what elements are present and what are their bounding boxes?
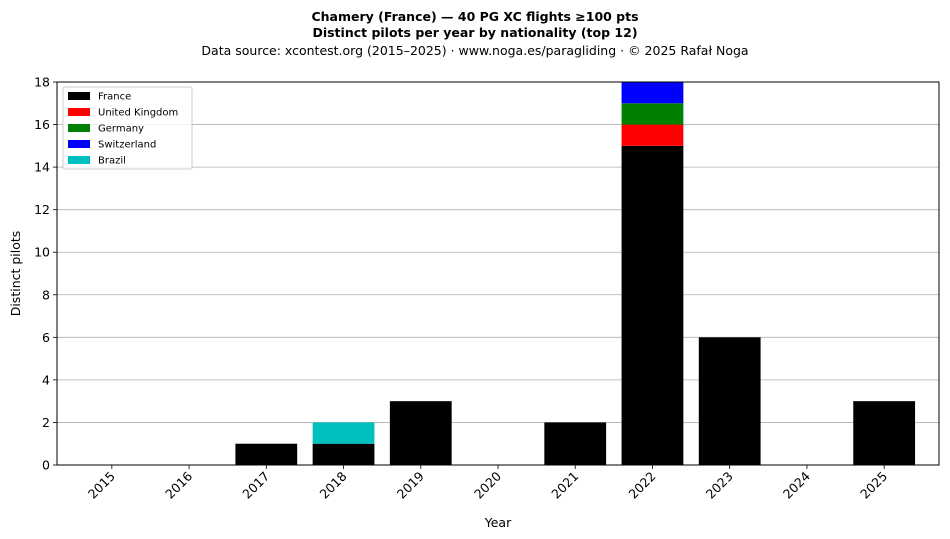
chart-subtitle: Distinct pilots per year by nationality …: [312, 25, 638, 40]
bar-france-2023: [698, 337, 761, 465]
y-tick-label: 14: [34, 160, 50, 175]
y-tick-label: 0: [42, 458, 50, 473]
legend-label: France: [98, 92, 131, 103]
bar-united-kingdom-2022: [621, 124, 684, 146]
legend-swatch: [68, 108, 90, 116]
x-tick-label: 2023: [703, 469, 736, 502]
bar-france-2021: [544, 422, 607, 465]
y-axis: 0 2 4 6 8 10 12 14 16 18: [34, 75, 57, 473]
y-tick-label: 8: [42, 287, 50, 302]
bar-france-2019: [389, 401, 452, 465]
bar-germany-2022: [621, 103, 684, 125]
x-tick-label: 2022: [625, 469, 658, 502]
y-tick-label: 18: [34, 75, 50, 90]
legend: France United Kingdom Germany Switzerland Br…: [62, 86, 193, 170]
x-tick-label: 2024: [780, 468, 813, 501]
legend-label: Brazil: [98, 156, 126, 167]
legend-label: Germany: [98, 124, 144, 135]
x-tick-label: 2025: [857, 469, 890, 502]
bar-france-2017: [235, 443, 298, 465]
y-tick-label: 10: [34, 245, 50, 260]
y-tick-label: 2: [42, 415, 50, 430]
y-tick-label: 4: [42, 372, 50, 387]
x-tick-label: 2020: [471, 468, 504, 501]
chart-source-note: Data source: xcontest.org (2015–2025) · …: [201, 43, 749, 58]
x-tick-label: 2021: [548, 469, 581, 502]
bar-brazil-2018: [312, 422, 375, 444]
chart-title: Chamery (France) — 40 PG XC flights ≥100…: [311, 9, 639, 24]
x-tick-label: 2016: [162, 468, 195, 501]
y-axis-label: Distinct pilots: [8, 231, 23, 317]
y-tick-label: 16: [34, 117, 50, 132]
bar-switzerland-2022: [621, 82, 684, 104]
legend-swatch: [68, 140, 90, 148]
x-tick-label: 2019: [394, 468, 427, 501]
legend-swatch: [68, 156, 90, 164]
legend-label: United Kingdom: [98, 108, 178, 119]
bars: [235, 82, 916, 466]
bar-france-2018: [312, 443, 375, 465]
x-tick-label: 2018: [317, 468, 350, 501]
y-tick-label: 12: [34, 202, 50, 217]
bar-france-2022: [621, 145, 684, 466]
legend-swatch: [68, 124, 90, 132]
bar-france-2025: [853, 401, 916, 465]
y-tick-label: 6: [42, 330, 50, 345]
legend-box: [62, 86, 193, 170]
legend-swatch: [68, 92, 90, 100]
x-axis: 2015 2016 2017 2018 2019 2020 2021 2022 2023 2024…: [85, 465, 890, 502]
x-tick-label: 2015: [85, 469, 118, 502]
legend-label: Switzerland: [98, 140, 156, 151]
x-tick-label: 2017: [239, 469, 272, 502]
x-axis-label: Year: [484, 515, 512, 530]
